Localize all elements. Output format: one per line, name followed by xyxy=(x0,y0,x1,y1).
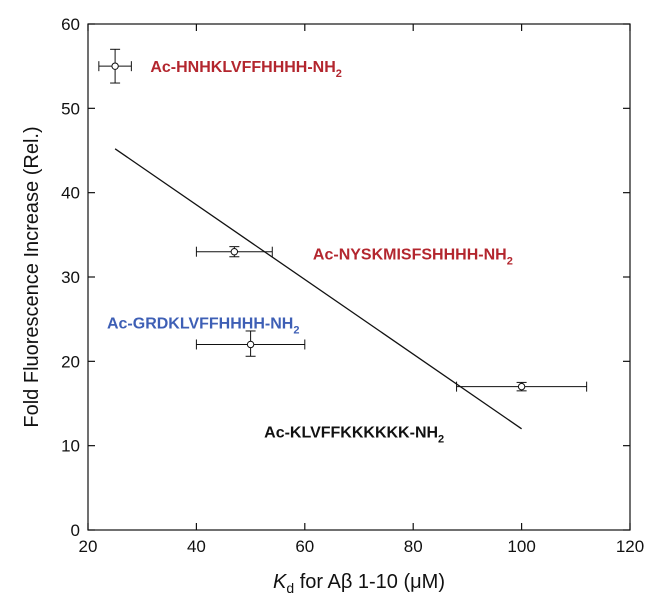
peptide-label-text: Ac-HNHKLVFFHHHH-NH xyxy=(150,59,335,76)
peptide-label: Ac-HNHKLVFFHHHH-NH2 xyxy=(150,59,342,80)
data-point xyxy=(456,381,588,392)
x-tick-label: 60 xyxy=(295,537,314,556)
peptide-label-subscript: 2 xyxy=(507,255,513,267)
y-tick-label: 10 xyxy=(61,437,80,456)
point-marker xyxy=(517,382,526,391)
x-axis-label: Kd for Aβ 1-10 (μM) xyxy=(273,571,445,596)
x-tick-label: 120 xyxy=(616,537,644,556)
x-tick-label: 40 xyxy=(187,537,206,556)
x-tick-label: 20 xyxy=(79,537,98,556)
y-tick-label: 20 xyxy=(61,352,80,371)
data-points xyxy=(98,48,588,392)
y-tick-label: 40 xyxy=(61,184,80,203)
peptide-label: Ac-GRDKLVFFHHHH-NH2 xyxy=(107,316,299,337)
peptide-labels: Ac-HNHKLVFFHHHH-NH2Ac-NYSKMISFSHHHH-NH2A… xyxy=(107,59,513,445)
peptide-label-subscript: 2 xyxy=(438,433,444,445)
plot-frame xyxy=(87,23,631,531)
axis-ticks: 20 40 60 80 100 120 0 10 20 30 40 50 60 xyxy=(61,15,644,556)
peptide-label-text: Ac-NYSKMISFSHHHH-NH xyxy=(313,246,507,263)
x-tick-label: 100 xyxy=(507,537,535,556)
point-marker xyxy=(230,248,239,256)
regression-line xyxy=(114,148,522,430)
point-marker xyxy=(246,340,255,349)
peptide-label-subscript: 2 xyxy=(293,325,299,337)
y-axis-label: Fold Fluorescence Increase (Rel.) xyxy=(21,126,43,427)
peptide-label: Ac-KLVFFKKKKKK-NH2 xyxy=(264,424,444,445)
y-tick-label: 50 xyxy=(61,99,80,118)
peptide-label-subscript: 2 xyxy=(336,68,342,80)
peptide-label-text: Ac-KLVFFKKKKKK-NH xyxy=(264,424,438,441)
peptide-label: Ac-NYSKMISFSHHHH-NH2 xyxy=(313,246,513,267)
data-point xyxy=(195,246,273,258)
x-tick-label: 80 xyxy=(404,537,423,556)
peptide-label-text: Ac-GRDKLVFFHHHH-NH xyxy=(107,316,293,333)
y-tick-label: 0 xyxy=(71,521,80,540)
x-axis-label-subscript: d xyxy=(286,580,294,596)
fit-line xyxy=(114,148,522,430)
x-axis-label-italic: K xyxy=(273,571,288,593)
data-point xyxy=(195,330,306,357)
y-tick-label: 60 xyxy=(61,15,80,34)
y-tick-label: 30 xyxy=(61,268,80,287)
data-point xyxy=(98,48,132,84)
point-marker xyxy=(111,62,119,70)
x-axis-label-rest: for Aβ 1-10 (μM) xyxy=(294,571,445,593)
